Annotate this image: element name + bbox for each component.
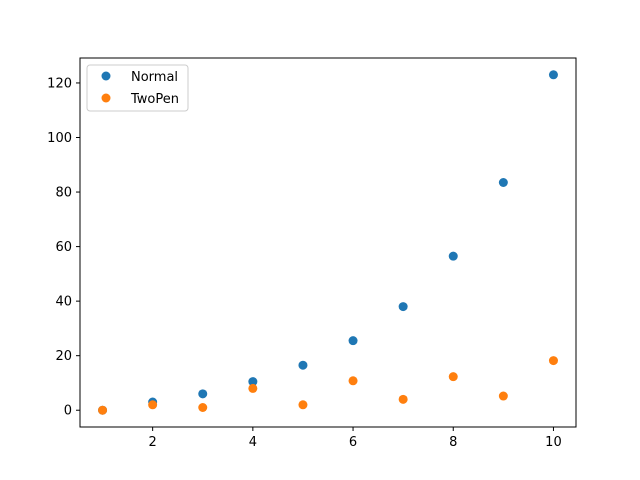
data-point-twopen: [198, 403, 208, 412]
data-point-twopen: [348, 376, 358, 386]
legend-label-twopen: TwoPen: [130, 92, 179, 107]
data-point-normal: [398, 302, 408, 312]
legend-box: [86, 64, 189, 112]
x-tick-label: 10: [545, 435, 562, 450]
x-tick-label: 6: [349, 435, 357, 450]
data-point-normal: [198, 389, 208, 399]
legend-marker-normal: [101, 71, 111, 81]
data-point-twopen: [398, 394, 408, 404]
data-point-twopen: [98, 405, 108, 415]
x-tick-label: 4: [249, 435, 257, 450]
y-tick-label: 20: [55, 349, 72, 364]
data-point-normal: [448, 251, 458, 261]
data-point-twopen: [248, 383, 258, 393]
data-point-normal: [348, 336, 358, 346]
y-tick-label: 0: [64, 404, 72, 419]
legend: Normal TwoPen: [86, 64, 189, 112]
data-point-twopen: [498, 391, 508, 401]
data-point-normal: [548, 70, 558, 80]
plot-frame: [79, 57, 577, 428]
y-tick-label: 120: [47, 76, 72, 91]
y-tick-label: 40: [55, 295, 72, 310]
data-point-normal: [248, 377, 258, 387]
legend-label-normal: Normal: [131, 70, 178, 85]
data-point-normal: [298, 360, 308, 370]
data-point-twopen: [548, 356, 558, 366]
y-tick-label: 80: [55, 186, 72, 201]
y-tick-label: 100: [47, 131, 72, 146]
data-point-normal: [498, 178, 508, 187]
data-point-twopen: [148, 400, 158, 410]
legend-marker-twopen: [101, 93, 111, 103]
data-point-twopen: [298, 400, 308, 410]
x-tick-label: 8: [449, 435, 457, 450]
y-tick-label: 60: [55, 240, 72, 255]
data-point-twopen: [448, 372, 458, 382]
x-tick-label: 2: [149, 435, 157, 450]
